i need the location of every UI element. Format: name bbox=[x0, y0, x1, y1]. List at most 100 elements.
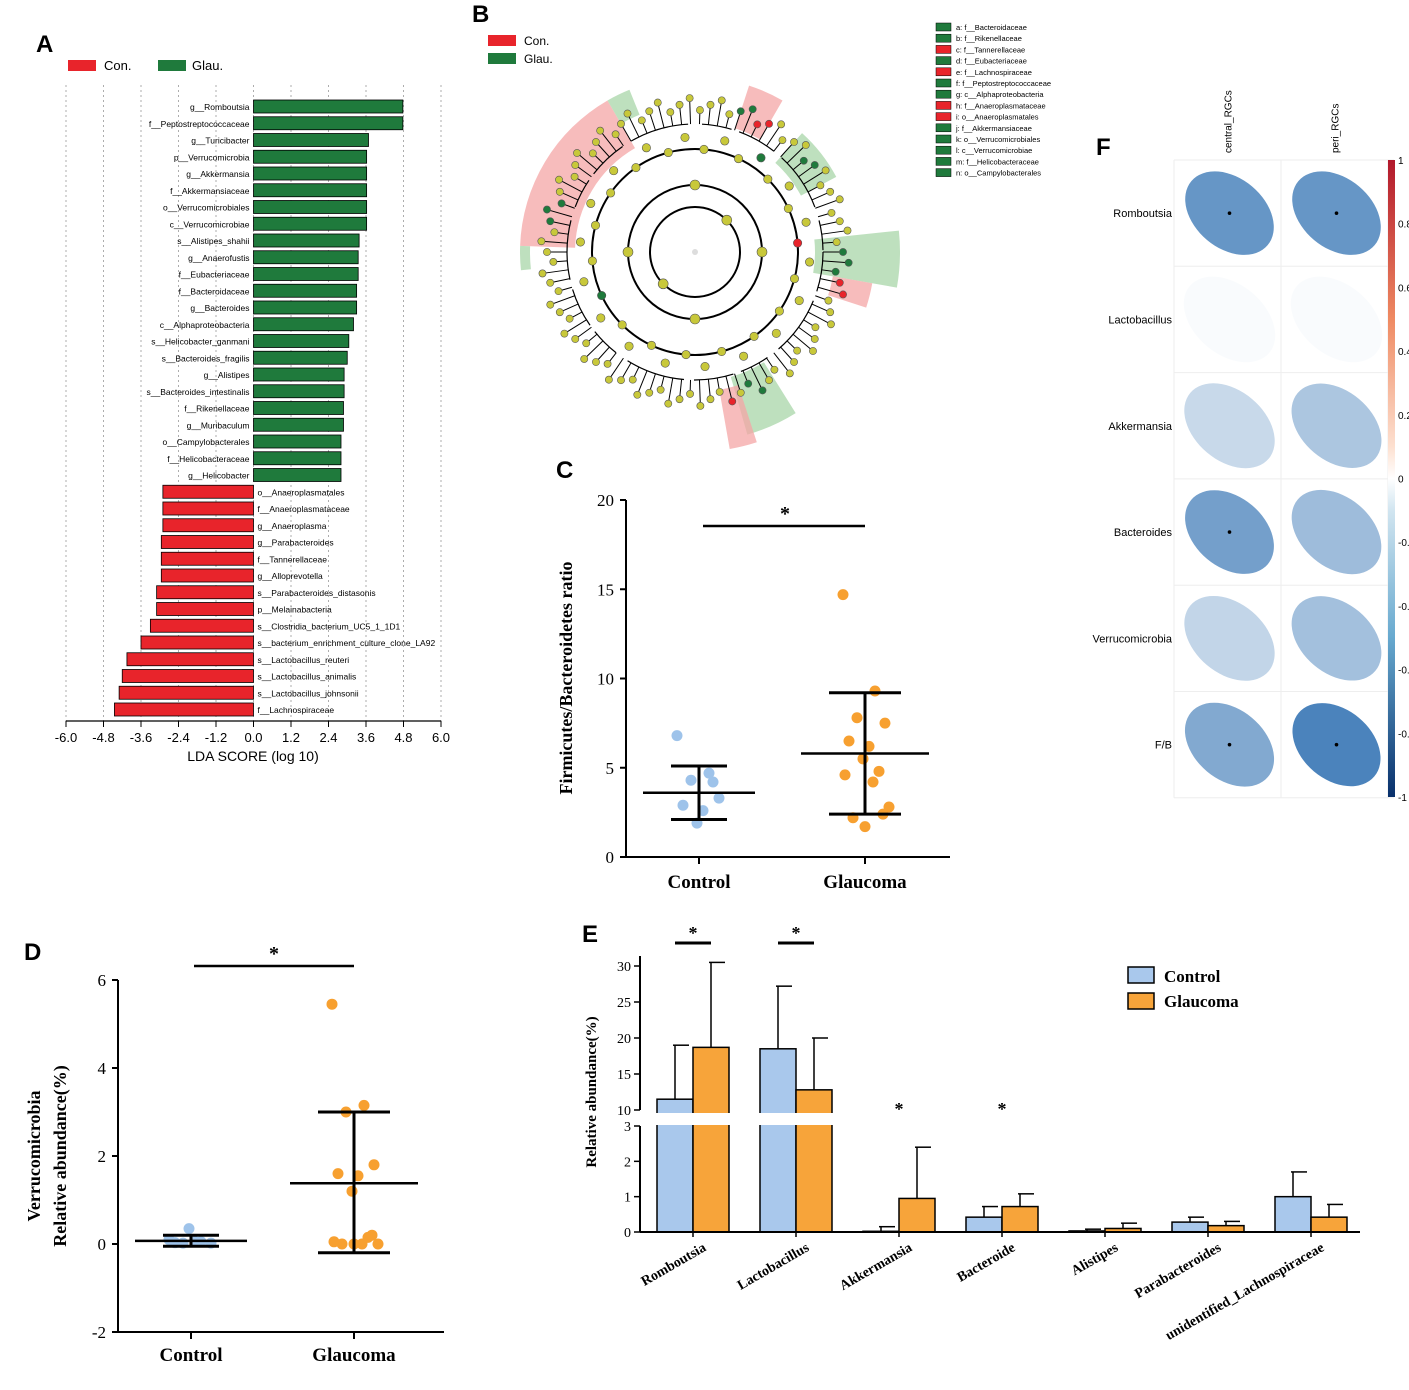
b-branch bbox=[689, 98, 692, 125]
c-point-glaucoma bbox=[851, 712, 863, 724]
a-x-axis-title: LDA SCORE (log 10) bbox=[187, 748, 319, 764]
panel-letter-e: E bbox=[582, 921, 598, 948]
f-colorbar-tick-label: -0.6 bbox=[1398, 666, 1409, 677]
e-y-tick-label: 0 bbox=[624, 1226, 631, 1241]
b-branch bbox=[821, 230, 848, 235]
legend-label-glau: Glau. bbox=[192, 58, 223, 73]
c-point-glaucoma bbox=[879, 717, 891, 729]
b-leaf-node bbox=[554, 287, 563, 296]
b-leaf-node bbox=[675, 100, 684, 109]
b-internal-node bbox=[641, 143, 651, 153]
b-branch bbox=[542, 269, 569, 274]
f-colorbar-tick-label: 1 bbox=[1398, 156, 1404, 167]
f-colorbar-tick-label: -1 bbox=[1398, 793, 1407, 804]
b-branch bbox=[750, 366, 763, 391]
b-branch bbox=[599, 130, 617, 152]
d-point-glaucoma bbox=[356, 1238, 368, 1250]
f-significance-dot bbox=[1334, 742, 1339, 747]
b-key-swatch bbox=[935, 56, 952, 65]
c-point-glaucoma bbox=[843, 735, 855, 747]
b-key-swatch bbox=[935, 101, 952, 110]
a-bar-g__Romboutsia bbox=[253, 99, 404, 114]
a-x-tick-label: 0.0 bbox=[244, 730, 262, 745]
panel-letter-c: C bbox=[556, 457, 573, 484]
f-colorbar-tick-label: -0.4 bbox=[1398, 602, 1409, 613]
panel-letter-f: F bbox=[1096, 134, 1111, 161]
e-x-tick-label: Bacteroide bbox=[955, 1240, 1018, 1285]
a-bar-label: f__Anaeroplasmataceae bbox=[258, 504, 350, 514]
f-column-label: central_RGCs bbox=[1224, 90, 1235, 153]
b-leaf-node bbox=[645, 107, 654, 116]
b-leaf-node bbox=[664, 399, 673, 408]
b-key-swatch bbox=[935, 22, 952, 32]
a-x-tick-label: -3.6 bbox=[130, 730, 152, 745]
b-leaf-node bbox=[623, 109, 632, 118]
f-colorbar bbox=[1388, 160, 1395, 797]
b-key-label: d: f__Eubacteriaceae bbox=[956, 57, 1027, 66]
b-inner-node bbox=[689, 313, 701, 325]
b-branch bbox=[786, 144, 807, 164]
b-leaf-node bbox=[827, 320, 835, 329]
c-point-glaucoma bbox=[867, 776, 879, 788]
b-internal-node bbox=[646, 340, 656, 350]
b-leaf-node bbox=[826, 187, 835, 196]
a-bar-label: o__Verrucomicrobiales bbox=[163, 203, 249, 213]
b-leaf-node bbox=[596, 126, 605, 135]
a-bar-g__Bacteroides bbox=[253, 300, 358, 315]
f-colorbar-tick-label: 0 bbox=[1398, 475, 1404, 486]
e-x-tick-label: Parabacteroides bbox=[1133, 1240, 1225, 1302]
b-leaf-node bbox=[843, 226, 852, 235]
b-internal-node bbox=[756, 153, 766, 163]
a-bar-g__Muribaculum bbox=[253, 417, 344, 432]
a-bar-p__Melainabacteria bbox=[156, 602, 254, 616]
b-root-node bbox=[692, 249, 698, 255]
b-branch bbox=[541, 240, 568, 244]
f-significance-dot bbox=[1227, 211, 1232, 215]
f-row-label: Akkermansia bbox=[1108, 421, 1172, 433]
b-leaf-node bbox=[816, 181, 825, 190]
b-inner-node bbox=[721, 214, 733, 226]
b-branch bbox=[792, 333, 814, 352]
panel-f-correlation-heatmap: central_RGCs peri_RGCs Romboutsia Lactobaci… bbox=[1093, 90, 1409, 804]
a-bar-label: f__Eubacteriaceae bbox=[179, 270, 250, 280]
a-bar-f__Lachnospiraceae bbox=[114, 702, 254, 717]
b-key-label: l: c__Verrucomicrobiae bbox=[956, 146, 1032, 155]
e-y-tick-label: 15 bbox=[617, 1068, 631, 1083]
a-bar-label: o__Anaeroplasmatales bbox=[258, 487, 345, 497]
b-leaf-node bbox=[565, 314, 574, 323]
b-key-swatch bbox=[935, 123, 952, 133]
a-bar-f__Bacteroidaceae bbox=[253, 283, 358, 298]
b-leaf-node bbox=[538, 269, 547, 278]
b-leaf-node bbox=[790, 138, 798, 146]
e-significance-mark: * bbox=[689, 923, 698, 943]
b-branch bbox=[667, 377, 674, 404]
b-internal-node bbox=[720, 136, 730, 146]
c-point-control bbox=[713, 792, 725, 804]
b-leaf-node bbox=[557, 199, 566, 208]
b-ring-inner bbox=[649, 206, 741, 298]
a-x-tick-label: 6.0 bbox=[432, 730, 450, 745]
b-leaf-node bbox=[826, 308, 835, 317]
b-leaf-node bbox=[555, 175, 563, 184]
a-bar-label: s__Bacteroides_fragilis bbox=[162, 353, 250, 363]
a-bar-f__Peptostreptococcaceae bbox=[253, 116, 404, 131]
b-leaf-node bbox=[765, 119, 773, 128]
b-leaf-node bbox=[592, 358, 600, 366]
a-bar-s__Lactobacillus_reuteri bbox=[126, 652, 254, 667]
b-leaf-node bbox=[675, 395, 684, 404]
b-internal-node bbox=[579, 277, 589, 287]
legend-swatch-glau bbox=[158, 60, 186, 71]
b-legend-swatch-con bbox=[488, 35, 516, 46]
b-internal-node bbox=[617, 320, 627, 330]
b-sector-bacteroides bbox=[775, 133, 837, 196]
b-inner-node bbox=[756, 246, 768, 258]
b-branch bbox=[817, 286, 844, 295]
a-bar-g__Anaerofustis bbox=[253, 250, 359, 265]
a-bar-s__Parabacteroides_distasonis bbox=[156, 585, 254, 600]
a-bar-f__Helicobacteraceae bbox=[253, 451, 342, 466]
b-branch bbox=[742, 109, 754, 134]
panel-letter-b: B bbox=[472, 1, 489, 28]
b-internal-node bbox=[597, 291, 607, 301]
b-branch bbox=[773, 352, 791, 374]
f-corr-ellipse-bacteroides-peri_rgcs bbox=[1291, 489, 1382, 575]
